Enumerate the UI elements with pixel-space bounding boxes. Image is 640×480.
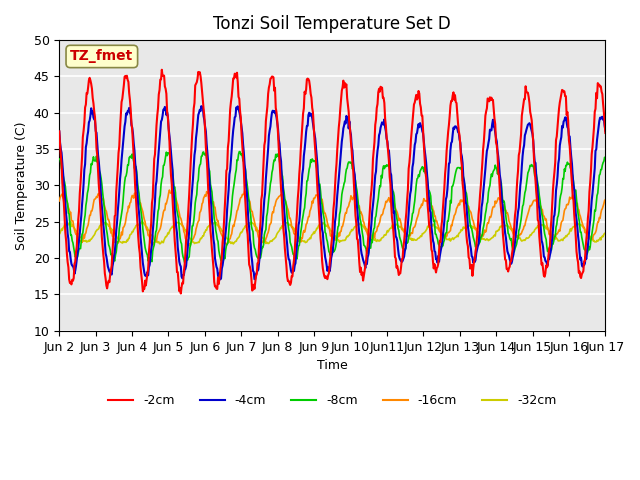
Title: Tonzi Soil Temperature Set D: Tonzi Soil Temperature Set D (214, 15, 451, 33)
Text: TZ_fmet: TZ_fmet (70, 49, 134, 63)
Legend: -2cm, -4cm, -8cm, -16cm, -32cm: -2cm, -4cm, -8cm, -16cm, -32cm (103, 389, 561, 412)
Y-axis label: Soil Temperature (C): Soil Temperature (C) (15, 121, 28, 250)
X-axis label: Time: Time (317, 359, 348, 372)
